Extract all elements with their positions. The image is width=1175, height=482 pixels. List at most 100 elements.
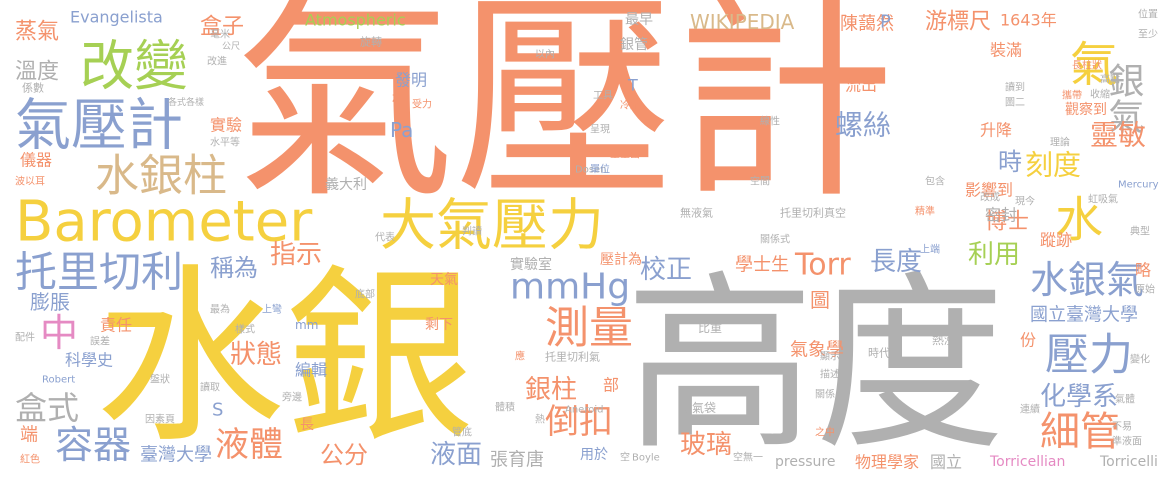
word: P xyxy=(880,12,891,33)
word: mmHg xyxy=(510,267,630,308)
word: 張育唐 xyxy=(490,450,544,471)
word: 星星齒 xyxy=(610,149,640,161)
word: 托里切利真空 xyxy=(780,206,846,220)
word: 空 xyxy=(620,451,630,464)
word: 狀態 xyxy=(230,340,282,370)
word: 用於 xyxy=(580,447,608,463)
word: 長 xyxy=(300,417,314,433)
word: 刻度 xyxy=(1025,149,1081,182)
word: 水銀柱 xyxy=(95,151,227,202)
word: 盒式 xyxy=(15,389,79,427)
word: 陳藹然 xyxy=(840,14,894,35)
word: 比重 xyxy=(698,321,722,335)
word: 儀器 xyxy=(20,151,52,170)
word: 盒子 xyxy=(200,15,244,40)
word: 托里切利 xyxy=(15,248,183,297)
word: 圖 xyxy=(810,288,830,312)
word: Robert xyxy=(42,375,75,386)
word: 高度 xyxy=(625,255,1005,476)
word: 關係 xyxy=(815,389,835,401)
word: 虹吸氣 xyxy=(1088,193,1118,206)
word: 容器 xyxy=(55,423,131,467)
word: 體積 xyxy=(495,401,515,414)
word: 國立 xyxy=(930,453,962,472)
word: 端 xyxy=(20,425,38,446)
word: 臺灣大學 xyxy=(140,445,212,466)
word: 準液面 xyxy=(1112,435,1142,448)
word: 溫度 xyxy=(15,60,59,85)
word: 高點 xyxy=(1100,73,1120,86)
word: 國立臺灣大學 xyxy=(1030,305,1138,326)
word: 托里切利氣 xyxy=(545,350,600,364)
word: Torricelli xyxy=(1099,454,1158,470)
word: 毫米 xyxy=(210,28,230,41)
word: 攜帶 xyxy=(1062,89,1082,102)
word: 公尺 xyxy=(222,41,240,52)
word: 改進 xyxy=(207,55,227,68)
word: 時 xyxy=(998,148,1022,176)
word: 呈現 xyxy=(590,124,610,136)
word: 最早 xyxy=(625,12,653,28)
word: 配件 xyxy=(15,332,35,344)
word: 稱為 xyxy=(210,254,258,282)
word: 氣壓計 xyxy=(235,0,895,228)
word: 因素頁 xyxy=(145,413,175,426)
word: 樣式 xyxy=(235,323,255,336)
word: 管底 xyxy=(452,426,472,439)
word: 液面 xyxy=(430,440,482,470)
word: 校正 xyxy=(640,255,692,285)
word: 銀管 xyxy=(620,37,648,53)
word: 波以耳 xyxy=(15,175,45,188)
word: 無液氣 xyxy=(680,206,713,220)
word: 博士 xyxy=(985,210,1029,235)
word: 蹤跡 xyxy=(1040,231,1072,250)
word: 化學系 xyxy=(1040,382,1118,412)
word: 現今 xyxy=(1015,195,1035,208)
word: 氣體 xyxy=(1115,393,1135,406)
word: 義大利 xyxy=(325,176,367,193)
word: 典型 xyxy=(1130,225,1150,238)
word: 時代 xyxy=(868,347,890,360)
word: 1643年 xyxy=(1000,11,1057,30)
word: 利用 xyxy=(968,240,1020,270)
word: Barometer xyxy=(15,190,313,255)
word: 裝滿 xyxy=(990,41,1022,60)
word: 圖二 xyxy=(1005,97,1025,109)
word: 份 xyxy=(1020,331,1036,350)
word: 倒扣 xyxy=(545,402,613,442)
word: 透氣袋 xyxy=(680,401,716,415)
word: 上彎 xyxy=(262,303,282,316)
word: 位置 xyxy=(1138,8,1158,21)
word: 工具 xyxy=(593,90,613,102)
word: Dosen xyxy=(575,165,607,176)
word: 不易 xyxy=(1112,421,1132,433)
word: T xyxy=(627,76,638,95)
word: 天氣 xyxy=(430,272,458,288)
word: 係數 xyxy=(22,82,44,95)
word: 銀氣 xyxy=(1103,62,1144,134)
word: 冷縮 xyxy=(620,99,640,112)
word: WIKIPEDIA xyxy=(690,10,795,34)
word: 單位 xyxy=(590,163,610,176)
word: 最為 xyxy=(210,303,230,316)
word: 編輯 xyxy=(295,361,327,380)
word: 公分 xyxy=(320,441,368,469)
word: 略 xyxy=(1135,261,1151,280)
word: 指示 xyxy=(270,240,322,270)
word: 理論 xyxy=(1050,136,1070,149)
word: 銀柱 xyxy=(525,375,577,405)
word: 空無一 xyxy=(733,451,763,464)
word: 紅色 xyxy=(20,453,40,466)
word: Mercury xyxy=(1118,180,1159,191)
word: 底部 xyxy=(355,288,375,301)
word: 代表 xyxy=(375,231,395,244)
word: 水銀氣 xyxy=(1030,258,1144,302)
word: 科學史 xyxy=(65,351,113,370)
word: 之中 xyxy=(815,426,835,439)
word: 讀取 xyxy=(200,381,220,394)
word: 熱漲 xyxy=(932,333,956,347)
word: 改變 xyxy=(80,35,188,98)
word: 液體 xyxy=(215,425,283,465)
word: 以內 xyxy=(535,49,555,61)
word: 實驗室 xyxy=(510,256,552,273)
